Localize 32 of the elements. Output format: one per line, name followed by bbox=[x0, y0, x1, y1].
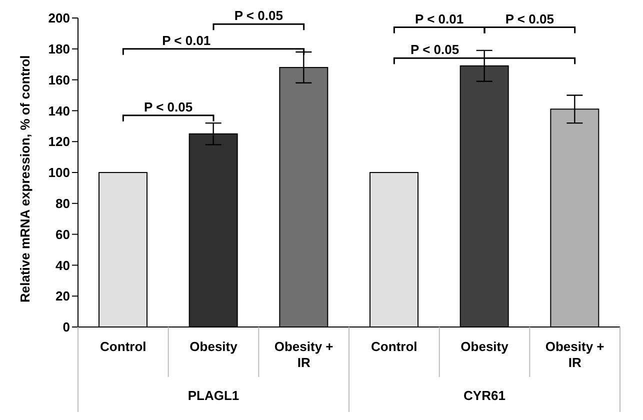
y-tick-label: 120 bbox=[48, 134, 70, 150]
annotation: P < 0.01 bbox=[415, 11, 464, 26]
significance-bracket: P < 0.05 bbox=[393, 42, 576, 64]
text: CYR61 bbox=[464, 388, 506, 403]
significance-bracket: P < 0.01 bbox=[393, 11, 486, 34]
text: PLAGL1 bbox=[188, 388, 240, 403]
significance-bracket: P < 0.05 bbox=[484, 11, 576, 34]
significance-bracket: P < 0.05 bbox=[122, 99, 214, 122]
y-tick-label: 80 bbox=[56, 196, 70, 212]
annotation: P < 0.05 bbox=[234, 8, 283, 24]
y-tick-label: 60 bbox=[56, 226, 70, 242]
annotation: P < 0.05 bbox=[505, 11, 554, 26]
y-tick-label: 100 bbox=[48, 165, 70, 180]
x-tick-label: Obesity bbox=[460, 339, 510, 354]
annotation: P < 0.01 bbox=[162, 32, 211, 48]
y-tick-label: 0 bbox=[62, 320, 70, 335]
y-tick-label: 20 bbox=[56, 288, 70, 304]
annotation: P < 0.05 bbox=[410, 42, 460, 58]
y-tick-label: 200 bbox=[48, 10, 70, 26]
annotation: P < 0.05 bbox=[144, 99, 193, 114]
significance-bracket: P < 0.01 bbox=[122, 32, 305, 55]
y-tick-label: 160 bbox=[48, 72, 70, 88]
significance-bracket: P < 0.05 bbox=[212, 8, 305, 30]
y-tick-label: 180 bbox=[48, 42, 70, 57]
x-tick-label: Control bbox=[100, 339, 146, 354]
y-tick-label: 140 bbox=[48, 103, 70, 118]
y-axis-title: Relative mRNA expression, % of control bbox=[18, 55, 33, 302]
x-tick-label: Obesity + IR bbox=[545, 339, 605, 370]
x-tick-label: Obesity + IR bbox=[274, 339, 334, 370]
x-tick-label: Obesity bbox=[190, 339, 238, 354]
y-tick-label: 40 bbox=[56, 258, 70, 273]
x-tick-label: Control bbox=[371, 339, 418, 354]
